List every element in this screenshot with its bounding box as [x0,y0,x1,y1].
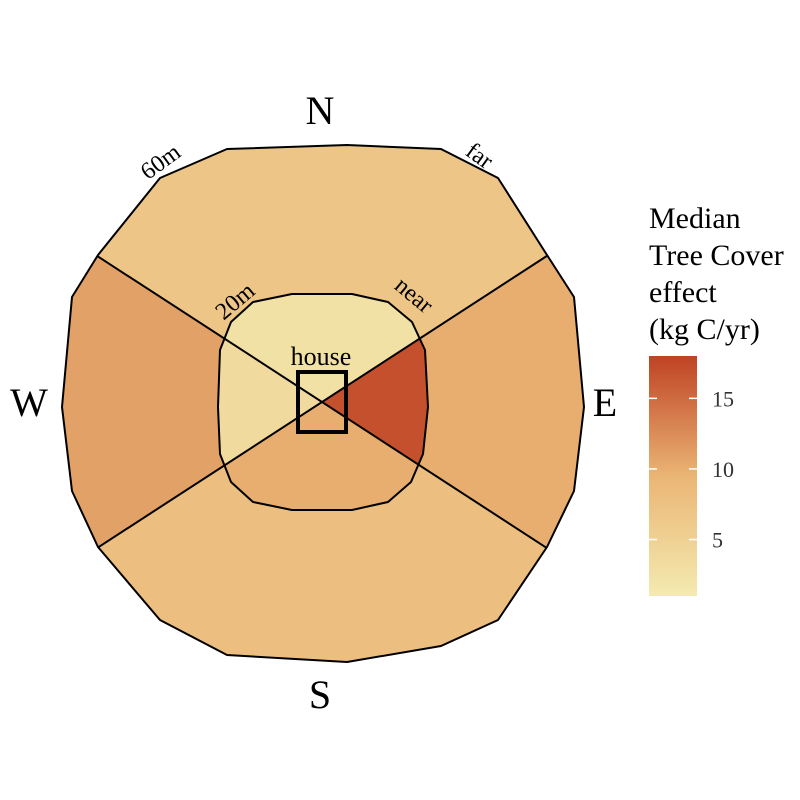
sector-far-w [62,256,225,548]
sector-near-w [218,338,322,466]
house-icon [296,370,348,434]
sector-far-s [98,464,547,662]
legend-colorbar [649,356,697,596]
compass-south-label: S [309,672,331,717]
legend-title-line-1: Median [649,202,741,235]
legend-title-line-4: (kg C/yr) [649,313,760,346]
sector-divider-line-2 [96,255,548,549]
legend-ticks: 5 10 15 [649,386,734,553]
sector-near-n [224,294,420,402]
legend-title-line-3: effect [649,276,717,309]
house-label: house [291,342,352,371]
legend-tick-label-5: 5 [712,528,723,553]
compass-west-label: W [10,380,48,425]
legend-tick-label-10: 10 [712,457,734,482]
inner-ring-outline [217,293,429,511]
legend: Median Tree Cover effect (kg C/yr) 5 10 15 [649,202,784,596]
sector-near-s [224,402,419,510]
sector-far-n [97,145,548,339]
legend-title-line-2: Tree Cover [649,239,784,272]
sector-far-e [418,255,584,548]
sectors-layer [62,145,584,662]
outer-ring-outline [61,144,585,663]
compass-north-label: N [306,88,335,133]
sector-near-e [322,338,428,465]
legend-tick-label-15: 15 [712,386,734,411]
compass-east-label: E [593,380,617,425]
divider-lines-layer [61,144,585,663]
